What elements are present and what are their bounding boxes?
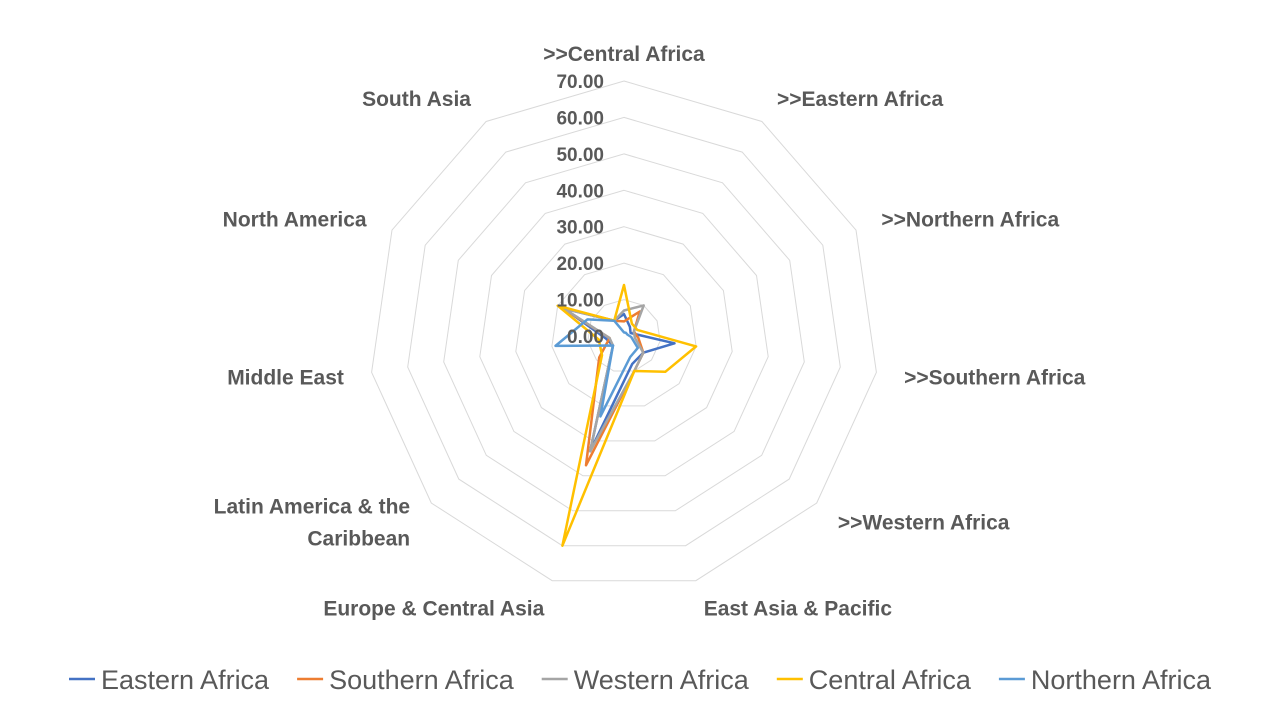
- legend-item: Central Africa: [776, 665, 972, 695]
- tick-label: 40.00: [556, 181, 604, 202]
- category-label: >>Eastern Africa: [777, 88, 943, 111]
- tick-label: 0.00: [567, 327, 604, 348]
- category-label-line: Latin America & the: [214, 495, 410, 518]
- tick-label: 20.00: [556, 254, 604, 275]
- legend-item: Eastern Africa: [69, 665, 270, 695]
- legend-label: Western Africa: [574, 665, 750, 695]
- category-label: >>Southern Africa: [904, 366, 1086, 389]
- tick-label: 70.00: [556, 72, 604, 93]
- radial-tick-labels: 0.00 10.00 20.00 30.00 40.00 50.00 60.00 70.00: [556, 72, 604, 348]
- grid-ring: [515, 226, 733, 442]
- category-labels: >>Central Africa >>Eastern Africa >>Northe…: [214, 43, 1086, 621]
- category-label: North America: [223, 208, 367, 231]
- category-label-line: East Asia & Pacific: [704, 598, 893, 621]
- tick-label: 50.00: [556, 145, 604, 166]
- legend-label: Eastern Africa: [101, 665, 270, 695]
- tick-label: 60.00: [556, 108, 604, 129]
- category-label-line: Middle East: [227, 366, 344, 389]
- grid-ring: [371, 80, 877, 582]
- grid-ring: [479, 189, 769, 477]
- category-label-line: Europe & Central Asia: [323, 598, 544, 621]
- legend-label: Central Africa: [809, 665, 972, 695]
- grid-ring: [407, 116, 841, 547]
- legend-label: Northern Africa: [1031, 665, 1212, 695]
- grid-ring: [551, 262, 697, 407]
- legend-label: Southern Africa: [329, 665, 515, 695]
- series-line-4: [554, 318, 640, 418]
- category-label-line: >>Eastern Africa: [777, 88, 943, 111]
- category-label: >>Central Africa: [543, 43, 705, 66]
- legend-item: Northern Africa: [998, 665, 1212, 695]
- radar-series: [554, 283, 698, 547]
- category-label: South Asia: [362, 88, 471, 111]
- legend-item: Western Africa: [541, 665, 750, 695]
- category-label: Latin America & the Caribbean: [214, 495, 410, 550]
- category-label-line: South Asia: [362, 88, 471, 111]
- series-line-3: [556, 283, 698, 547]
- category-label: Europe & Central Asia: [323, 598, 544, 621]
- category-label-line: North America: [223, 208, 367, 231]
- tick-label: 30.00: [556, 218, 604, 239]
- tick-label: 10.00: [556, 291, 604, 312]
- category-label-line: >>Central Africa: [543, 43, 705, 66]
- category-label-line: >>Western Africa: [838, 511, 1010, 534]
- category-label: Middle East: [227, 366, 344, 389]
- category-label-line: >>Southern Africa: [904, 366, 1086, 389]
- legend: Eastern Africa Southern Africa Western Afr…: [69, 665, 1212, 695]
- category-label: >>Northern Africa: [881, 208, 1059, 231]
- legend-item: Southern Africa: [297, 665, 515, 695]
- category-label-line: >>Northern Africa: [881, 208, 1059, 231]
- category-label-line: Caribbean: [307, 527, 410, 550]
- category-label: >>Western Africa: [838, 511, 1010, 534]
- grid-ring: [443, 153, 805, 512]
- radar-grid: [371, 80, 877, 582]
- category-label: East Asia & Pacific: [704, 598, 893, 621]
